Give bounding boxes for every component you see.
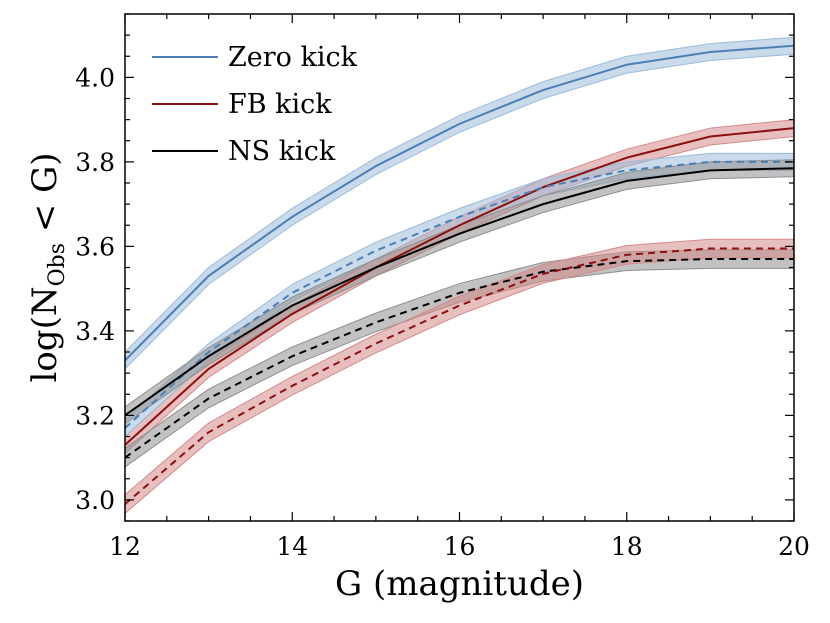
y-tick-label: 3.2	[75, 401, 115, 430]
y-tick-label: 3.6	[75, 232, 115, 261]
line-ns-kick-solid	[124, 167, 795, 417]
x-tick-label: 12	[109, 532, 141, 561]
legend-label-ns-kick: NS kick	[228, 136, 336, 167]
x-tick-label: 18	[611, 532, 643, 561]
legend-label-zero-kick: Zero kick	[228, 42, 358, 73]
axis-ticks	[124, 13, 795, 522]
tick-labels: 12 14 16 18 20 3.0 3.2 3.4 3.6 3.8 4.0	[75, 63, 810, 561]
confidence-bands	[124, 36, 795, 515]
y-tick-label: 4.0	[75, 63, 115, 92]
x-tick-label: 14	[276, 532, 308, 561]
line-zero-kick-solid	[124, 44, 795, 362]
y-tick-label: 3.8	[75, 148, 115, 177]
y-axis-label-tail: < G)	[25, 152, 65, 243]
band-zero-kick-solid	[124, 36, 795, 371]
x-tick-label: 20	[778, 532, 810, 561]
y-tick-label: 3.4	[75, 317, 115, 346]
band-fb-kick-dashed	[124, 238, 795, 515]
legend-label-fb-kick: FB kick	[228, 89, 332, 120]
line-zero-kick-dashed	[124, 160, 794, 429]
line-fb-kick-solid	[124, 127, 795, 446]
x-tick-label: 16	[444, 532, 476, 561]
y-axis-label-subscript: Obs	[45, 243, 70, 286]
y-axis-label-main: log(N	[25, 286, 65, 382]
line-ns-kick-dashed	[124, 258, 794, 459]
y-tick-label: 3.0	[75, 486, 115, 515]
legend: Zero kick FB kick NS kick	[152, 42, 358, 167]
y-axis-label: log(NObs < G)	[25, 152, 70, 382]
series-lines	[124, 44, 795, 505]
x-axis-label: G (magnitude)	[335, 564, 584, 604]
